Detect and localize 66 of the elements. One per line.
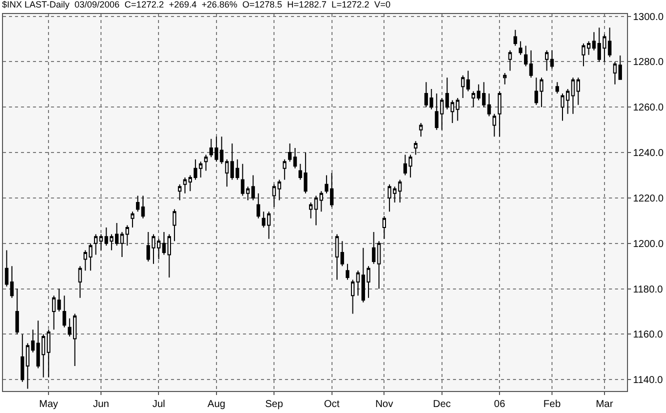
candlestick (256, 192, 260, 219)
candlestick (419, 122, 423, 138)
candlestick (456, 98, 460, 122)
candlestick (309, 202, 313, 219)
candlestick (20, 334, 24, 382)
y-tick-label: 1300.0 (633, 12, 664, 23)
candlestick (487, 92, 491, 117)
candlestick (461, 74, 465, 99)
candlestick (514, 29, 518, 46)
candlestick (298, 163, 302, 180)
candlestick (492, 113, 496, 138)
x-tick-label: 06 (494, 399, 506, 410)
y-tick-label: 1160.0 (633, 330, 664, 341)
candlestick (529, 50, 533, 78)
candlestick (288, 142, 292, 162)
candlestick (293, 147, 297, 169)
candlestick (88, 242, 92, 272)
candlestick (172, 208, 176, 242)
candlestick (78, 266, 82, 298)
candlestick (84, 250, 88, 272)
candlestick (524, 45, 528, 67)
candlestick (503, 72, 507, 85)
candlestick (15, 288, 19, 335)
x-tick-label: Jun (92, 399, 110, 410)
candlestick (204, 154, 208, 172)
candlestick (304, 152, 308, 194)
y-tick-label: 1280.0 (633, 57, 664, 68)
x-tick-label: Aug (208, 399, 226, 410)
x-tick-label: May (39, 399, 58, 410)
candlestick (518, 40, 522, 56)
candlestick (130, 211, 134, 228)
y-tick-label: 1220.0 (633, 193, 664, 204)
candlestick (472, 90, 476, 108)
x-tick-label: Mar (596, 399, 614, 410)
candlestick (62, 295, 66, 328)
x-tick-label: Oct (324, 399, 340, 410)
candlestick (198, 161, 202, 178)
candlestick (346, 263, 350, 280)
x-tick-label: Dec (433, 399, 451, 410)
y-tick-label: 1140.0 (633, 375, 664, 386)
candlestick (46, 329, 50, 378)
candlestick (57, 288, 61, 312)
y-tick-label: 1240.0 (633, 148, 664, 160)
candlestick (251, 174, 255, 201)
candlestick (414, 140, 418, 156)
candlestick (608, 27, 612, 58)
candlestick (382, 216, 386, 240)
x-tick-label: Sep (265, 399, 284, 410)
candlestick (555, 82, 560, 94)
candlestick (466, 70, 470, 92)
candlestick (178, 184, 182, 201)
y-tick-label: 1180.0 (633, 284, 664, 296)
candlestick (52, 295, 56, 330)
x-tick-label: Feb (543, 399, 562, 410)
candlestick (183, 177, 187, 194)
candlestick (613, 61, 617, 85)
x-tick-label: Jul (152, 399, 166, 410)
candlestick (618, 55, 622, 80)
candlestick (508, 50, 512, 72)
x-tick-label: Nov (375, 399, 394, 410)
candlestick (498, 90, 502, 138)
y-tick-label: 1200.0 (633, 238, 664, 250)
chart-title: $INX LAST-Daily 03/09/2006 C=1272.2 +269.4 +26.86% O=1278.5 H=1282.7 L=1272.2 V=0 (2, 0, 391, 10)
y-tick-label: 1260.0 (633, 102, 664, 114)
candlestick (94, 234, 98, 256)
candlestick (282, 158, 286, 180)
